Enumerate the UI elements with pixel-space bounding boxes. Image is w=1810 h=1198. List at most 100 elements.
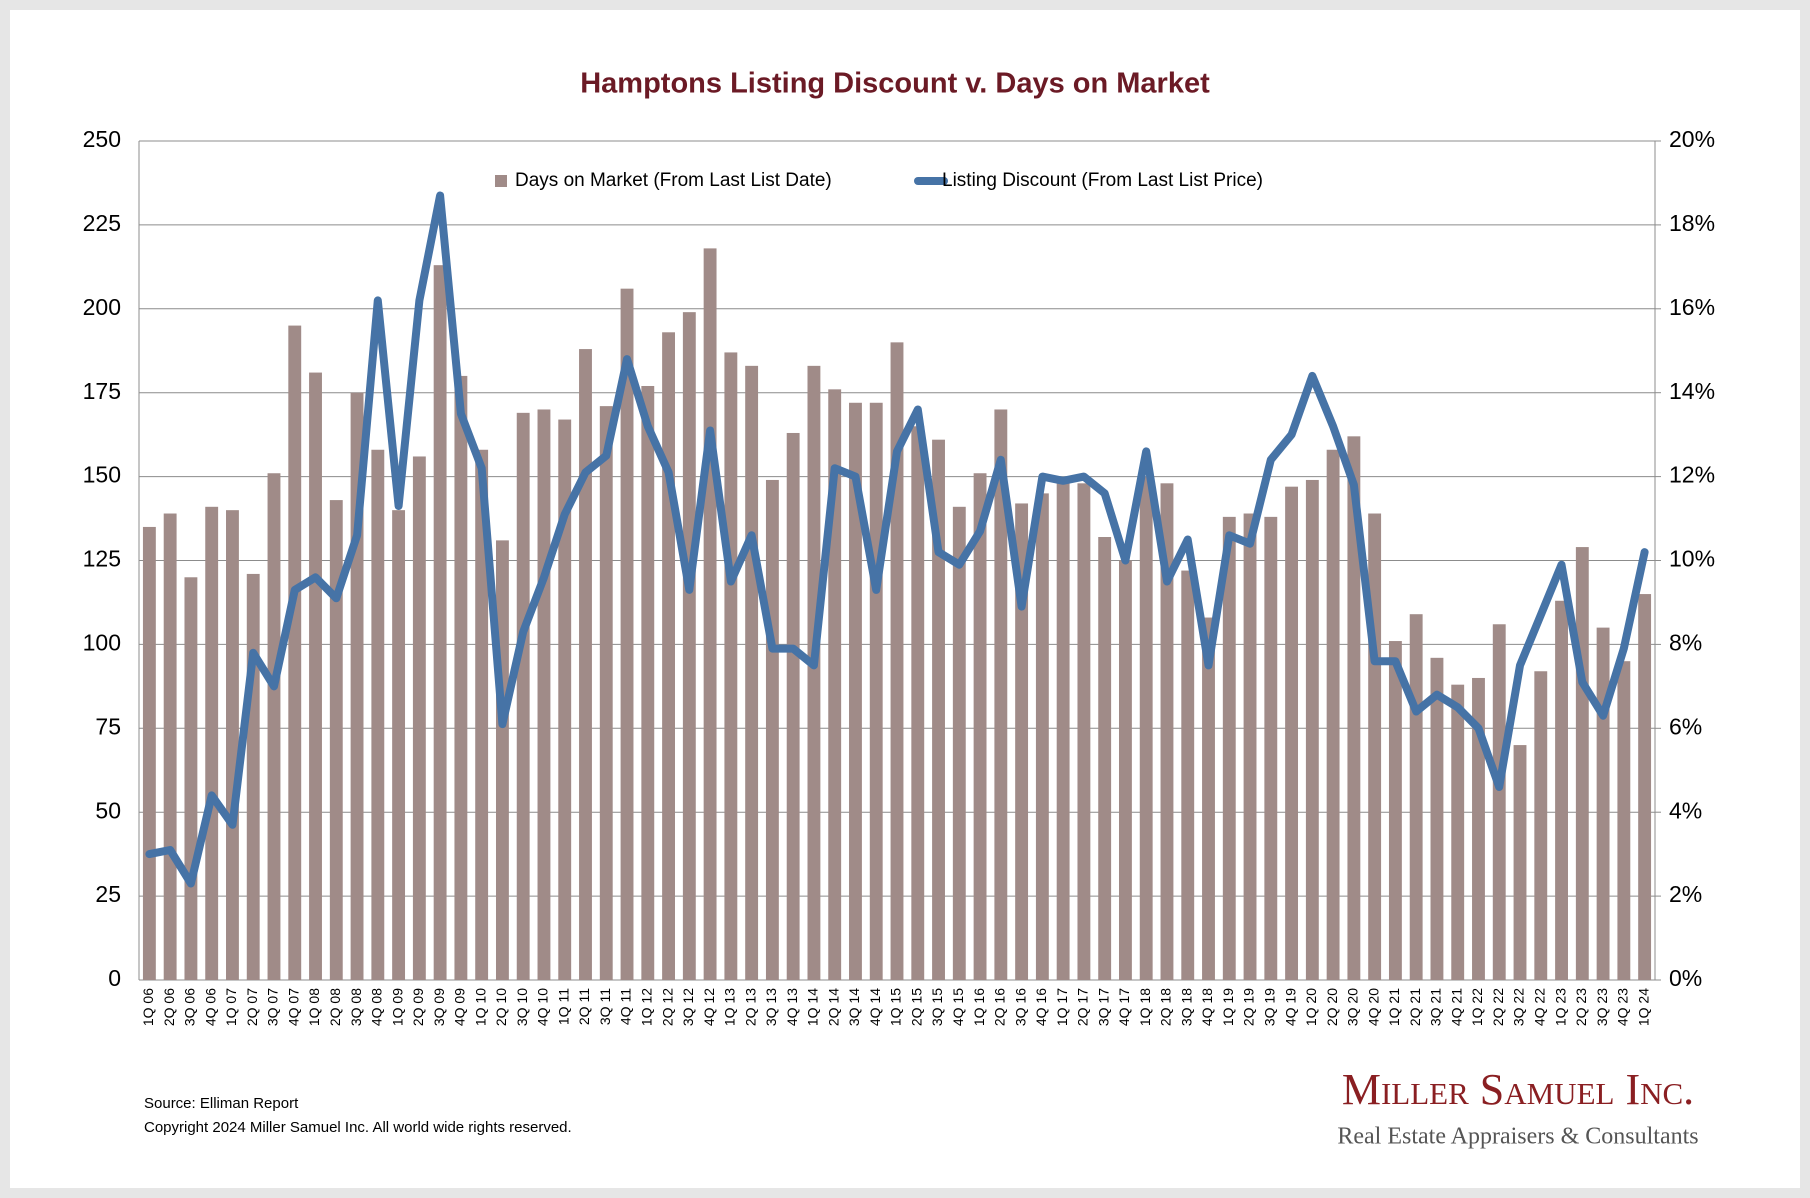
x-tick-label: 2Q 18 <box>1158 988 1174 1026</box>
x-tick-label: 2Q 11 <box>576 988 592 1025</box>
chart-title: Hamptons Listing Discount v. Days on Mar… <box>580 68 1210 100</box>
bar <box>890 342 904 980</box>
x-tick-label: 2Q 20 <box>1324 988 1340 1026</box>
bar <box>973 473 987 980</box>
legend-swatch <box>495 175 507 187</box>
bar <box>786 432 800 980</box>
x-tick-label: 1Q 11 <box>555 988 571 1025</box>
bar <box>620 288 634 980</box>
bar <box>495 540 509 980</box>
source-note: Source: Elliman Report <box>144 1095 299 1112</box>
x-tick-label: 4Q 13 <box>784 988 800 1026</box>
y-tick-label: 125 <box>83 546 121 572</box>
logo-name: Miller Samuel Inc. <box>1342 1065 1694 1114</box>
bar <box>1305 479 1319 980</box>
logo-tagline: Real Estate Appraisers & Consultants <box>1337 1124 1698 1150</box>
bar <box>475 449 489 980</box>
bar <box>1534 671 1548 980</box>
bar <box>205 506 219 980</box>
y-tick-label: 75 <box>95 713 121 739</box>
bar <box>309 372 322 981</box>
bar <box>849 402 862 980</box>
x-tick-label: 3Q 06 <box>182 988 198 1026</box>
x-tick-label: 4Q 15 <box>950 988 966 1026</box>
y-tick-label: 50 <box>95 797 121 823</box>
y2-tick-label: 20% <box>1669 126 1715 152</box>
x-tick-label: 3Q 11 <box>597 988 613 1025</box>
x-tick-label: 3Q 20 <box>1345 988 1361 1026</box>
bar <box>724 352 738 981</box>
x-tick-label: 3Q 18 <box>1178 988 1194 1026</box>
x-tick-label: 3Q 23 <box>1594 988 1610 1026</box>
bar <box>579 349 592 980</box>
x-tick-label: 1Q 08 <box>306 988 322 1026</box>
bar <box>329 500 343 980</box>
x-tick-label: 4Q 22 <box>1531 988 1547 1026</box>
bar <box>558 419 572 981</box>
x-tick-label: 2Q 17 <box>1075 988 1091 1026</box>
x-tick-label: 3Q 13 <box>763 988 779 1026</box>
y2-tick-label: 0% <box>1669 965 1702 991</box>
x-tick-label: 4Q 08 <box>369 988 385 1026</box>
x-tick-label: 1Q 13 <box>722 988 738 1026</box>
x-tick-label: 3Q 10 <box>514 988 530 1026</box>
y-tick-label: 100 <box>83 629 121 655</box>
bar <box>163 513 177 980</box>
x-tick-label: 3Q 16 <box>1012 988 1028 1026</box>
x-tick-label: 2Q 12 <box>659 988 675 1026</box>
x-tick-label: 1Q 22 <box>1469 988 1485 1026</box>
x-tick-label: 3Q 22 <box>1511 988 1527 1026</box>
y-tick-label: 250 <box>83 126 121 152</box>
bar <box>641 385 655 980</box>
y2-tick-label: 10% <box>1669 546 1715 572</box>
x-tick-label: 4Q 06 <box>202 988 218 1026</box>
y2-tick-label: 6% <box>1669 713 1702 739</box>
x-tick-label: 4Q 16 <box>1033 988 1049 1026</box>
x-tick-label: 4Q 20 <box>1365 988 1381 1026</box>
bar <box>599 406 613 980</box>
x-tick-label: 4Q 23 <box>1615 988 1631 1026</box>
bar <box>1388 641 1402 980</box>
bar <box>516 412 530 980</box>
x-tick-label: 1Q 06 <box>140 988 156 1026</box>
x-tick-label: 2Q 14 <box>825 988 841 1026</box>
bar <box>745 365 759 980</box>
bar <box>703 248 717 981</box>
bar <box>226 510 239 980</box>
x-tick-label: 1Q 23 <box>1552 988 1568 1026</box>
x-tick-label: 1Q 20 <box>1303 988 1319 1026</box>
bar <box>1409 614 1423 980</box>
bar <box>1160 483 1174 980</box>
x-tick-label: 1Q 14 <box>805 988 821 1026</box>
x-tick-label: 2Q 10 <box>493 988 509 1026</box>
x-tick-label: 3Q 09 <box>431 988 447 1026</box>
bar <box>1035 493 1049 980</box>
bar <box>1139 476 1153 980</box>
bar <box>1368 513 1382 980</box>
x-tick-label: 2Q 06 <box>161 988 177 1026</box>
bar <box>1513 745 1527 980</box>
bar <box>1555 600 1568 980</box>
bar <box>952 506 966 980</box>
y-tick-label: 25 <box>95 881 121 907</box>
y2-tick-label: 4% <box>1669 797 1702 823</box>
bar <box>662 332 675 980</box>
y2-tick-label: 2% <box>1669 881 1702 907</box>
x-tick-label: 1Q 16 <box>971 988 987 1026</box>
x-tick-label: 4Q 21 <box>1448 988 1464 1026</box>
bar <box>412 456 426 980</box>
bar <box>1285 486 1299 980</box>
bar <box>1617 661 1631 980</box>
x-tick-label: 4Q 11 <box>618 988 634 1025</box>
x-tick-label: 4Q 18 <box>1199 988 1215 1026</box>
bar <box>1119 560 1132 980</box>
x-tick-label: 1Q 18 <box>1137 988 1153 1026</box>
x-tick-label: 4Q 12 <box>701 988 717 1026</box>
x-tick-label: 2Q 22 <box>1490 988 1506 1026</box>
y-tick-label: 0 <box>108 965 121 991</box>
bar <box>1596 627 1610 980</box>
bar <box>1202 617 1215 980</box>
x-tick-label: 2Q 13 <box>742 988 758 1026</box>
bar <box>1222 516 1236 980</box>
bar <box>1243 513 1257 980</box>
